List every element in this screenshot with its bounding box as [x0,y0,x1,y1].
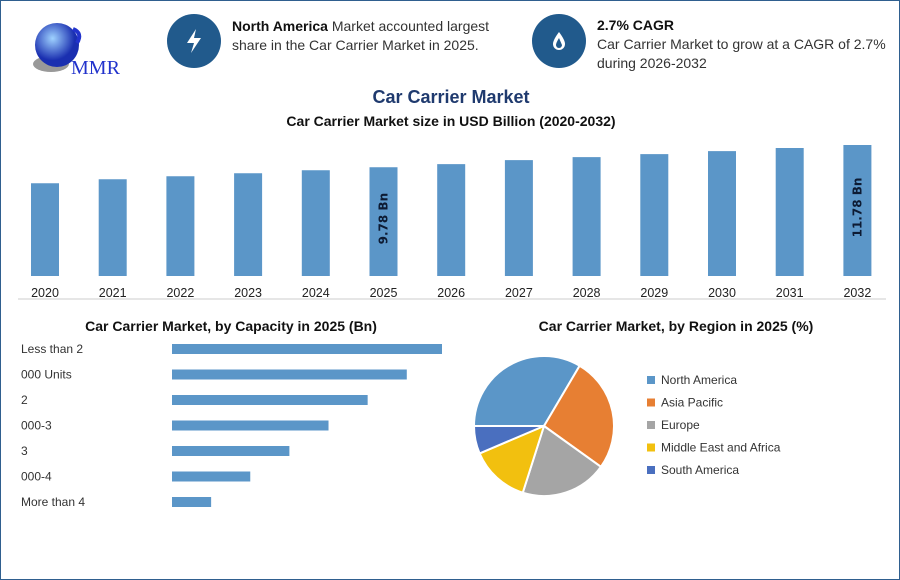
region-chart-title: Car Carrier Market, by Region in 2025 (%… [538,318,814,334]
x-tick-2025: 2025 [370,286,398,300]
region-pie-chart: North America Asia Pacific Europe Middle Ea… [472,355,781,497]
x-tick-2020: 2020 [31,286,59,300]
market-size-bar-chart: 2020 2021 2022 2023 2024 2025 9.78 Bn 2026 2027 2… [18,145,886,300]
legend-swatch [647,376,655,384]
bar-2024 [301,170,330,276]
category-label: 000 Units [21,368,72,382]
capacity-bar [172,446,290,456]
x-tick-2024: 2024 [302,286,330,300]
capacity-bar-chart: Less than 2 000 Units 2 000-3 3 000-4 More tha… [21,342,442,509]
main-title: Car Carrier Market [372,87,530,107]
category-label: 000-3 [21,419,52,433]
category-label: 3 [21,444,28,458]
info1-text: Market accounted largest share in the Ca… [232,18,490,53]
bar-2026 [437,164,466,276]
category-label: 2 [21,393,28,407]
bar-2020 [31,183,59,276]
bar-chart-title: Car Carrier Market size in USD Billion (… [286,113,616,129]
x-tick-2023: 2023 [234,286,262,300]
bar-2027 [504,160,533,276]
info2-bold: 2.7% CAGR [597,17,675,33]
bar-2028 [572,157,601,276]
mmr-logo: MMR [29,19,139,79]
legend-swatch [647,421,655,429]
pie-slice-europe [521,424,603,497]
capacity-bar [172,344,442,354]
bar-2029 [640,154,669,276]
info-cagr: 2.7% CAGR Car Carrier Market to grow at … [597,16,887,73]
logo-text: MMR [71,57,121,79]
bar-2030 [708,151,736,276]
capacity-bar [172,497,212,507]
data-label-2032: 11.78 Bn [850,178,864,238]
bar-2025 [369,167,398,276]
x-tick-2029: 2029 [640,286,668,300]
x-tick-2032: 2032 [843,286,871,300]
capacity-chart-title: Car Carrier Market, by Capacity in 2025 … [85,318,377,334]
capacity-bar [172,471,251,482]
data-label-2025: 9.78 Bn [377,193,391,244]
info1-bold: North America [232,18,328,34]
x-tick-2031: 2031 [776,286,804,300]
capacity-bar [172,420,329,431]
category-label: More than 4 [21,495,85,509]
bar-2022 [166,176,195,276]
bar-2031 [775,148,804,276]
lightning-icon [167,14,221,68]
capacity-bar [172,395,368,405]
x-tick-2027: 2027 [505,286,533,300]
legend-label: Asia Pacific [661,396,723,410]
flame-drop-icon [532,14,586,68]
bar-2021 [98,179,127,276]
x-tick-2026: 2026 [437,286,465,300]
pie-slice-middle-east-and-africa [478,424,546,494]
info2-text: Car Carrier Market to grow at a CAGR of … [597,36,886,71]
legend-label: Middle East and Africa [661,441,781,455]
capacity-bar [172,369,407,380]
legend-swatch [647,398,655,407]
pie-slice-asia-pacific [542,364,615,469]
x-tick-2030: 2030 [708,286,736,300]
legend-label: Europe [661,418,700,432]
legend-swatch [647,466,655,474]
category-label: 000-4 [21,470,52,484]
bar-2023 [234,173,263,276]
x-tick-2028: 2028 [573,286,601,300]
x-tick-2022: 2022 [166,286,194,300]
pie-slice-south-america [472,425,545,455]
x-tick-2021: 2021 [99,286,127,300]
legend-swatch [647,443,655,452]
info-north-america: North America Market accounted largest s… [232,17,512,55]
category-label: Less than 2 [21,342,83,356]
legend-label: North America [661,373,737,387]
legend-label: South America [661,463,739,477]
bar-2032 [843,145,872,276]
